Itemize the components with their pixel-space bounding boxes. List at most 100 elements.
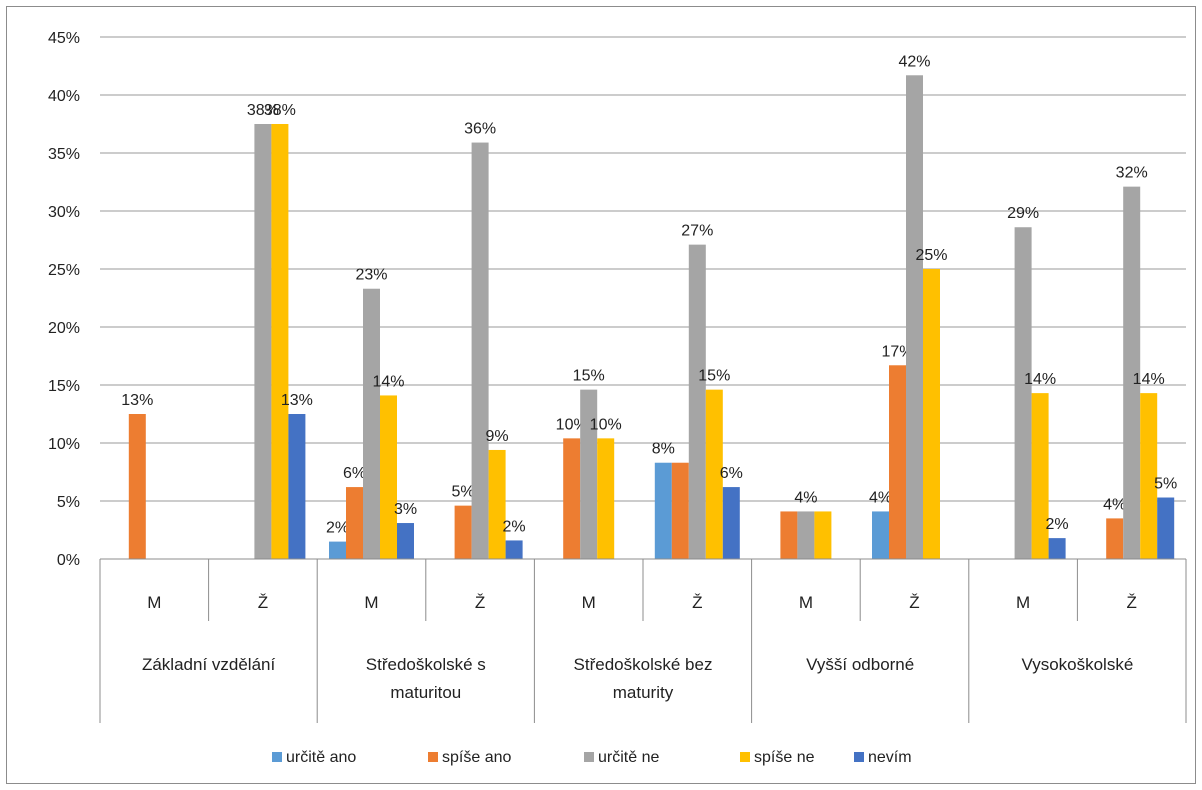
group-label: Středoškolské s	[366, 655, 486, 674]
data-label: 38%	[247, 102, 279, 119]
bar	[872, 511, 889, 559]
data-label: 25%	[915, 247, 947, 264]
bar	[1157, 497, 1175, 559]
bar	[780, 511, 798, 559]
data-label: 8%	[652, 441, 675, 458]
category-label: M	[799, 593, 813, 612]
bar	[906, 75, 923, 559]
group-label: maturitou	[390, 683, 461, 702]
data-label: 6%	[720, 465, 743, 482]
bar	[454, 505, 472, 559]
group-label: Základní vzdělání	[142, 655, 276, 674]
bar	[722, 487, 740, 559]
bar	[797, 511, 815, 559]
data-label: 27%	[681, 223, 713, 240]
category-label: Ž	[258, 593, 268, 612]
bar	[1106, 518, 1124, 559]
bar	[1014, 227, 1032, 560]
legend-swatch	[584, 752, 594, 762]
data-label: 38%	[264, 102, 296, 119]
data-label: 4%	[869, 489, 892, 506]
legend-label: určitě ne	[598, 749, 659, 766]
legend-label: určitě ano	[286, 749, 356, 766]
bar	[288, 414, 306, 559]
bar	[1140, 393, 1158, 559]
bar	[329, 541, 346, 559]
bar	[597, 438, 615, 559]
data-label: 32%	[1116, 165, 1148, 182]
data-label: 4%	[794, 489, 817, 506]
data-label: 2%	[326, 520, 349, 537]
data-label: 2%	[1046, 516, 1069, 533]
y-tick-label: 5%	[57, 494, 80, 511]
bar	[671, 462, 689, 559]
bar	[889, 365, 906, 559]
bar	[346, 487, 363, 559]
bar	[1123, 186, 1141, 559]
data-label: 10%	[590, 416, 622, 433]
category-label: M	[364, 593, 378, 612]
data-label: 29%	[1007, 205, 1039, 222]
data-label: 36%	[464, 121, 496, 138]
y-tick-label: 15%	[48, 378, 80, 395]
data-label: 17%	[881, 343, 913, 360]
category-label: Ž	[692, 593, 702, 612]
legend-label: spíše ano	[442, 749, 511, 766]
data-label: 15%	[573, 368, 605, 385]
bar	[128, 414, 146, 559]
group-label: maturity	[613, 683, 674, 702]
legend-swatch	[272, 752, 282, 762]
category-label: M	[147, 593, 161, 612]
data-label: 14%	[372, 373, 404, 390]
category-label: Ž	[1127, 593, 1137, 612]
data-label: 10%	[556, 416, 588, 433]
bar	[580, 389, 598, 559]
y-tick-label: 10%	[48, 436, 80, 453]
category-label: M	[1016, 593, 1030, 612]
bar	[1048, 538, 1066, 559]
category-label: Ž	[475, 593, 485, 612]
bar	[363, 288, 380, 559]
data-label: 6%	[343, 465, 366, 482]
bar	[380, 395, 397, 559]
data-label: 3%	[394, 501, 417, 518]
bar	[1031, 393, 1049, 559]
category-label: M	[582, 593, 596, 612]
data-label: 42%	[898, 53, 930, 70]
data-label: 14%	[1024, 371, 1056, 388]
bar	[488, 449, 506, 559]
data-label: 5%	[1154, 476, 1177, 493]
data-label: 14%	[1133, 371, 1165, 388]
bar	[505, 540, 523, 559]
legend-swatch	[740, 752, 750, 762]
data-label: 15%	[698, 368, 730, 385]
bar	[471, 142, 489, 559]
chart-frame	[6, 6, 1196, 784]
bar	[397, 523, 414, 559]
group-label: Vysokoškolské	[1021, 655, 1133, 674]
y-tick-label: 25%	[48, 262, 80, 279]
data-label: 13%	[121, 392, 153, 409]
data-label: 4%	[1103, 496, 1126, 513]
bar	[814, 511, 832, 559]
data-label: 2%	[503, 518, 526, 535]
y-tick-label: 40%	[48, 88, 80, 105]
bar	[654, 462, 672, 559]
group-label: Středoškolské bez	[574, 655, 713, 674]
category-label: Ž	[909, 593, 919, 612]
bar	[271, 124, 289, 559]
legend-swatch	[854, 752, 864, 762]
bar	[563, 438, 581, 559]
y-tick-label: 45%	[48, 30, 80, 47]
group-label: Vyšší odborné	[806, 655, 914, 674]
y-tick-label: 35%	[48, 146, 80, 163]
y-tick-label: 20%	[48, 320, 80, 337]
bar	[923, 269, 940, 559]
legend-swatch	[428, 752, 438, 762]
legend-label: spíše ne	[754, 749, 815, 766]
bar	[705, 389, 723, 559]
legend-label: nevím	[868, 749, 912, 766]
bar	[254, 124, 272, 559]
data-label: 23%	[355, 267, 387, 284]
